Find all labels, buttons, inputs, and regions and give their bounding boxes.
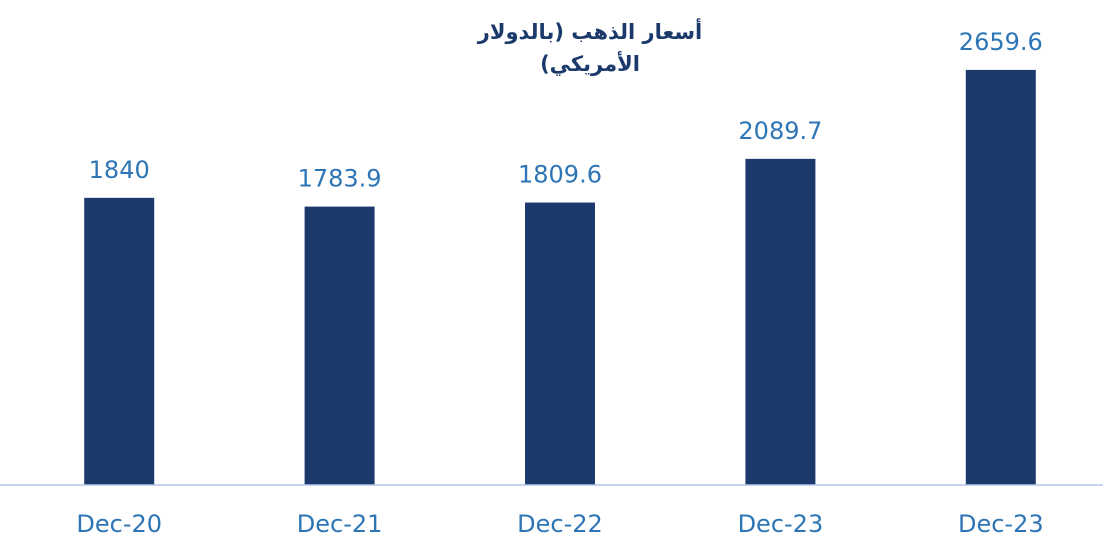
- bar: [525, 202, 595, 486]
- bar: [304, 206, 375, 486]
- x-tick-label: Dec-23: [958, 510, 1044, 538]
- value-label: 2659.6: [959, 28, 1043, 56]
- chart-title: أسعار الذهب (بالدولار الأمريكي): [477, 20, 703, 76]
- value-label: 2089.7: [738, 117, 822, 145]
- bar: [745, 158, 816, 485]
- x-tick-label: Dec-23: [738, 510, 824, 538]
- x-tick-label: Dec-21: [297, 510, 383, 538]
- bar: [84, 197, 155, 486]
- bar: [965, 69, 1036, 486]
- value-label: 1783.9: [298, 165, 382, 193]
- x-tick-label: Dec-22: [517, 510, 603, 538]
- value-label: 1809.6: [518, 161, 602, 189]
- value-label: 1840: [89, 156, 150, 184]
- x-tick-label: Dec-20: [76, 510, 162, 538]
